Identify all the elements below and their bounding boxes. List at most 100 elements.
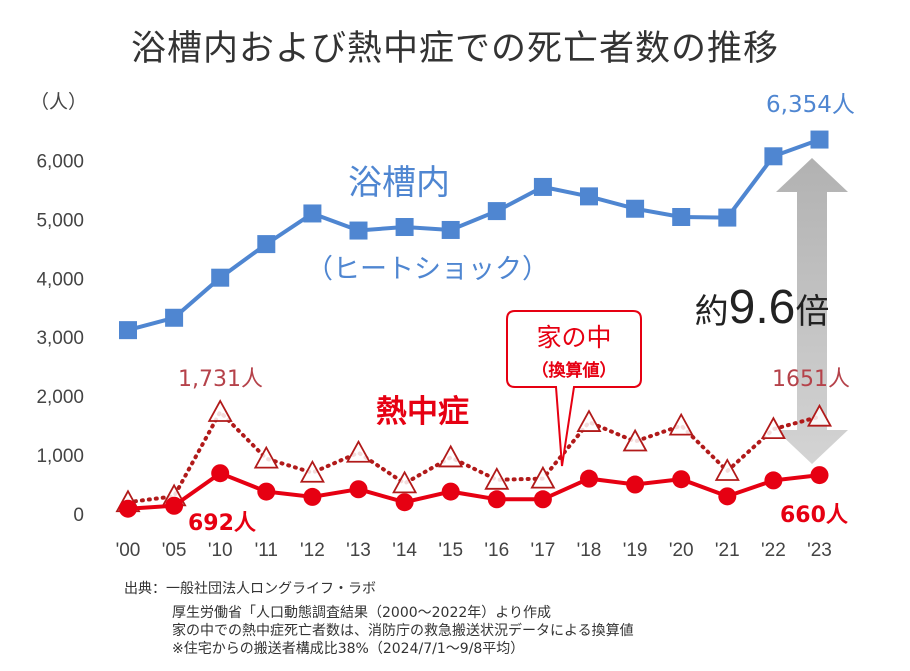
bath-data-point — [211, 268, 230, 287]
bath-data-point — [672, 207, 691, 226]
x-tick-label: '18 — [577, 540, 602, 561]
home-series-line — [126, 408, 822, 505]
home-data-point — [760, 416, 786, 440]
home-data-point — [207, 399, 233, 422]
heat-data-point — [395, 493, 414, 512]
heat-data-point — [349, 480, 368, 499]
home-data-point — [392, 470, 418, 494]
home-callout: 家の中 （換算値） — [506, 310, 642, 467]
home-callout-label: 家の中 — [536, 323, 611, 352]
heat-series-label: 熱中症 — [376, 394, 469, 430]
heat-series — [119, 464, 829, 518]
ratio-prefix: 約 — [695, 293, 729, 331]
bath-data-point — [626, 199, 645, 218]
heat-data-point — [257, 482, 276, 501]
x-tick-label: '20 — [669, 540, 694, 561]
source-line-2: 厚生労働省「人口動態調査結果（2000～2022年）より作成 — [172, 605, 551, 621]
ratio-value: 9.6 — [729, 281, 796, 334]
heat-data-point — [441, 482, 460, 501]
home-data-point — [806, 403, 833, 427]
bath-data-point — [395, 218, 414, 237]
heat-data-point — [533, 490, 552, 509]
home-data-point — [484, 466, 510, 490]
y-tick-label: 1,000 — [36, 446, 84, 467]
home-data-point — [253, 445, 279, 469]
x-tick-label: '16 — [484, 540, 509, 561]
bath-data-point — [119, 321, 137, 340]
home-data-point — [299, 459, 325, 483]
home-series — [115, 399, 833, 513]
bath-data-point — [533, 177, 552, 196]
x-tick-label: '13 — [346, 540, 371, 561]
bath-data-point — [487, 202, 506, 221]
bath-data-point — [349, 221, 368, 240]
y-tick-label: 2,000 — [36, 387, 84, 408]
ratio-suffix: 倍 — [795, 293, 829, 331]
heat-series-line — [127, 470, 820, 511]
x-tick-label: '10 — [208, 540, 233, 561]
heat-data-point — [487, 490, 506, 509]
home-data-point — [576, 409, 602, 432]
x-tick-label: '22 — [761, 540, 786, 561]
ratio-double-arrow — [776, 158, 848, 464]
x-tick-label: '00 — [116, 540, 141, 561]
home-data-point — [438, 444, 464, 468]
x-axis-ticks: '00 '05 '10 '11 '12 '13 '14 '15 '16 '17 '18 '19 '20 '… — [116, 540, 832, 561]
bath-series-sublabel: （ヒートショック） — [306, 254, 549, 285]
bath-data-point — [580, 187, 598, 206]
heat-peak-value-label: 692人 — [188, 511, 256, 536]
bath-last-value-label: 6,354人 — [766, 92, 855, 118]
bath-data-point — [441, 220, 460, 239]
bath-series-label: 浴槽内 — [348, 163, 450, 203]
home-data-point — [668, 412, 694, 436]
ratio-label: 約9.6倍 — [695, 281, 830, 334]
home-data-point — [530, 465, 556, 489]
x-tick-label: '05 — [162, 540, 187, 561]
bath-data-point — [257, 235, 276, 254]
home-data-point — [714, 458, 740, 481]
heat-data-point — [303, 487, 322, 506]
x-tick-label: '12 — [300, 540, 325, 561]
x-tick-label: '17 — [531, 540, 556, 561]
home-callout-sublabel: （換算値） — [532, 360, 617, 381]
home-data-point — [345, 439, 372, 463]
chart-title: 浴槽内および熱中症での死亡者数の推移 — [130, 29, 779, 69]
source-line-3: 家の中での熱中症死亡者数は、消防庁の救急搬送状況データによる換算値 — [172, 623, 634, 639]
x-tick-label: '14 — [392, 540, 417, 561]
y-axis-ticks: 6,000 5,000 4,000 3,000 2,000 1,000 0 — [36, 151, 84, 526]
x-tick-label: '15 — [438, 540, 463, 561]
y-tick-label: 6,000 — [36, 151, 84, 172]
x-tick-label: '21 — [715, 540, 740, 561]
source-line-4: ※住宅からの搬送者構成比38%（2024/7/1～9/8平均） — [172, 641, 525, 657]
home-data-point — [622, 428, 648, 452]
heat-data-point — [718, 487, 737, 506]
y-tick-label: 5,000 — [36, 210, 84, 231]
y-tick-label: 3,000 — [36, 328, 84, 349]
series-layer — [115, 130, 833, 518]
bath-series — [119, 130, 829, 340]
bath-data-point — [303, 204, 322, 223]
bath-data-point — [718, 208, 737, 227]
heat-last-value-label: 660人 — [780, 503, 848, 528]
bath-data-point — [810, 130, 829, 149]
heat-data-point — [580, 469, 598, 488]
home-peak-value-label: 1,731人 — [178, 367, 263, 392]
heat-data-point — [810, 466, 829, 485]
y-axis-unit-label: （人） — [30, 91, 87, 113]
heat-data-point — [626, 475, 645, 494]
heat-data-point — [764, 471, 783, 490]
y-tick-label: 0 — [73, 505, 84, 526]
heat-data-point — [165, 496, 184, 515]
y-tick-label: 4,000 — [36, 269, 84, 290]
heat-data-point — [672, 470, 691, 489]
x-tick-label: '19 — [623, 540, 648, 561]
source-line-1: 出典：一般社団法人ロングライフ・ラボ — [124, 581, 376, 597]
heat-data-point — [211, 464, 230, 483]
bath-data-point — [764, 147, 783, 166]
heat-data-point — [119, 499, 137, 518]
bath-series-line — [127, 137, 821, 333]
x-tick-label: '23 — [807, 540, 832, 561]
home-last-value-label: 1651人 — [772, 367, 850, 392]
x-tick-label: '11 — [255, 540, 278, 561]
